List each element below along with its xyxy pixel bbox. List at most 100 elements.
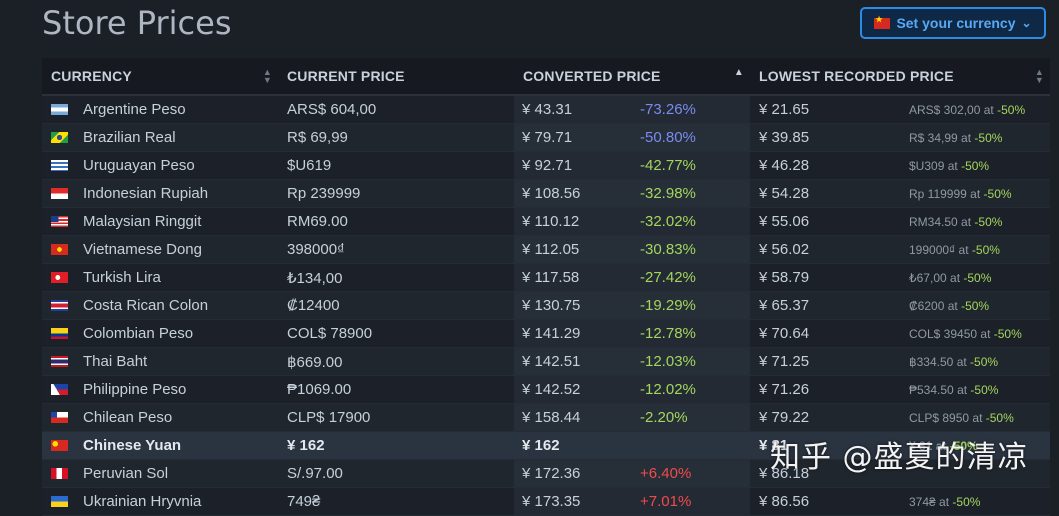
header-lowest-price-label: LOWEST RECORDED PRICE xyxy=(759,68,954,84)
lowest-at-word: at xyxy=(950,270,961,285)
current-price: ¥ 162 xyxy=(287,437,325,454)
lowest-price-cell: ¥ 79.22 CLP$ 8950 at -50% xyxy=(750,404,1050,431)
price-difference: -2.20% xyxy=(640,409,688,426)
vn-flag-icon xyxy=(51,244,68,255)
table-row: Malaysian Ringgit RM69.00 ¥ 110.12 -32.0… xyxy=(42,208,1050,236)
converted-price: ¥ 112.05 xyxy=(522,241,580,258)
lowest-discount: -50% xyxy=(949,438,978,453)
lowest-discount: -50% xyxy=(963,270,992,285)
china-flag-icon xyxy=(874,15,891,29)
lowest-price-note: ₡6200 at -50% xyxy=(909,299,989,313)
converted-price: ¥ 162 xyxy=(522,437,560,454)
converted-price-cell: ¥ 108.56 -32.98% xyxy=(514,180,750,207)
lowest-original-price: ฿334.50 xyxy=(909,354,954,369)
current-price: COL$ 78900 xyxy=(287,325,373,342)
currency-name: Turkish Lira xyxy=(83,269,161,286)
current-price: S/.97.00 xyxy=(287,465,343,482)
currency-name: Vietnamese Dong xyxy=(83,241,202,258)
table-row: Brazilian Real R$ 69,99 ¥ 79.71 -50.80% … xyxy=(42,124,1050,152)
pe-flag-icon xyxy=(51,468,68,479)
lowest-price: ¥ 81 xyxy=(759,437,789,454)
lowest-original-price: 374₴ xyxy=(909,494,936,509)
price-difference: -19.29% xyxy=(640,297,696,314)
current-price-cell: ¥ 162 xyxy=(278,432,514,459)
converted-price-cell: ¥ 110.12 -32.02% xyxy=(514,208,750,235)
currency-name: Indonesian Rupiah xyxy=(83,185,209,202)
current-price: ₱1069.00 xyxy=(287,381,352,398)
converted-price-cell: ¥ 141.29 -12.78% xyxy=(514,320,750,347)
page-title: Store Prices xyxy=(42,4,232,42)
currency-name: Malaysian Ringgit xyxy=(83,213,202,230)
converted-price-cell: ¥ 130.75 -19.29% xyxy=(514,292,750,319)
currency-cell: Indonesian Rupiah xyxy=(42,180,278,207)
co-flag-icon xyxy=(51,328,68,339)
lowest-discount: -50% xyxy=(971,242,1000,257)
current-price: ฿669.00 xyxy=(287,353,343,371)
lowest-price: ¥ 21.65 xyxy=(759,101,810,118)
sort-ascending-icon: ▲ xyxy=(733,67,744,78)
cr-flag-icon xyxy=(51,300,68,311)
set-currency-label: Set your currency xyxy=(896,15,1016,31)
uy-flag-icon xyxy=(51,160,68,171)
lowest-original-price: COL$ 39450 xyxy=(909,326,978,341)
lowest-discount: -50% xyxy=(961,158,990,173)
current-price: 398000₫ xyxy=(287,241,345,258)
table-row: Peruvian Sol S/.97.00 ¥ 172.36 +6.40% ¥ … xyxy=(42,460,1050,488)
header-converted-price[interactable]: CONVERTED PRICE ▲ xyxy=(514,58,750,94)
table-header: CURRENCY ▲ ▼ CURRENT PRICE CONVERTED PRIC… xyxy=(42,58,1050,96)
lowest-price-note: ฿334.50 at -50% xyxy=(909,355,998,369)
currency-name: Thai Baht xyxy=(83,353,148,370)
lowest-price: ¥ 86.18 xyxy=(759,465,810,482)
currency-cell: Thai Baht xyxy=(42,348,278,375)
lowest-price: ¥ 58.79 xyxy=(759,269,810,286)
lowest-price-cell: ¥ 71.26 ₱534.50 at -50% xyxy=(750,376,1050,403)
converted-price-cell: ¥ 92.71 -42.77% xyxy=(514,152,750,179)
table-row: Uruguayan Peso $U619 ¥ 92.71 -42.77% ¥ 4… xyxy=(42,152,1050,180)
current-price-cell: RM69.00 xyxy=(278,208,514,235)
converted-price: ¥ 43.31 xyxy=(522,101,573,118)
lowest-price: ¥ 54.28 xyxy=(759,185,810,202)
table-row: Philippine Peso ₱1069.00 ¥ 142.52 -12.02… xyxy=(42,376,1050,404)
my-flag-icon xyxy=(51,216,68,227)
lowest-price: ¥ 70.64 xyxy=(759,325,810,342)
current-price-cell: COL$ 78900 xyxy=(278,320,514,347)
currency-cell: Malaysian Ringgit xyxy=(42,208,278,235)
lowest-discount: -50% xyxy=(997,102,1026,117)
set-currency-button[interactable]: Set your currency ⌄ xyxy=(860,7,1046,39)
lowest-at-word: at xyxy=(970,186,981,201)
currency-cell: Chinese Yuan xyxy=(42,432,278,459)
price-difference: +6.40% xyxy=(640,465,692,482)
current-price-cell: ฿669.00 xyxy=(278,348,514,375)
price-difference: -32.98% xyxy=(640,185,696,202)
lowest-price-cell: ¥ 65.37 ₡6200 at -50% xyxy=(750,292,1050,319)
current-price: RM69.00 xyxy=(287,213,348,230)
lowest-at-word: at xyxy=(947,298,958,313)
converted-price-cell: ¥ 172.36 +6.40% xyxy=(514,460,750,487)
currency-name: Colombian Peso xyxy=(83,325,194,342)
cn-flag-icon xyxy=(51,440,68,451)
sort-icon: ▲ ▼ xyxy=(262,67,272,85)
lowest-price-note: Rp 119999 at -50% xyxy=(909,187,1012,201)
lowest-price: ¥ 71.25 xyxy=(759,353,810,370)
currency-name: Uruguayan Peso xyxy=(83,157,195,174)
lowest-price: ¥ 71.26 xyxy=(759,381,810,398)
converted-price: ¥ 172.36 xyxy=(522,465,581,482)
current-price-cell: ₡12400 xyxy=(278,292,514,319)
lowest-price-cell: ¥ 86.56 374₴ at -50% xyxy=(750,488,1050,515)
price-difference: -12.02% xyxy=(640,381,696,398)
current-price-cell: S/.97.00 xyxy=(278,460,514,487)
header-current-price[interactable]: CURRENT PRICE xyxy=(278,58,514,94)
lowest-at-word: at xyxy=(961,214,972,229)
current-price-cell: CLP$ 17900 xyxy=(278,404,514,431)
price-difference: +7.01% xyxy=(640,493,692,510)
currency-cell: Colombian Peso xyxy=(42,320,278,347)
currency-cell: Chilean Peso xyxy=(42,404,278,431)
lowest-at-word: at xyxy=(947,158,958,173)
header-currency[interactable]: CURRENCY ▲ ▼ xyxy=(42,58,278,94)
lowest-original-price: ₺67,00 xyxy=(909,270,947,285)
lowest-price-note: ¥ 81 at -50% xyxy=(909,439,978,453)
lowest-at-word: at xyxy=(957,382,968,397)
lowest-price-cell: ¥ 58.79 ₺67,00 at -50% xyxy=(750,264,1050,291)
header-lowest-price[interactable]: LOWEST RECORDED PRICE ▲ ▼ xyxy=(750,58,1050,94)
converted-price: ¥ 79.71 xyxy=(522,129,573,146)
